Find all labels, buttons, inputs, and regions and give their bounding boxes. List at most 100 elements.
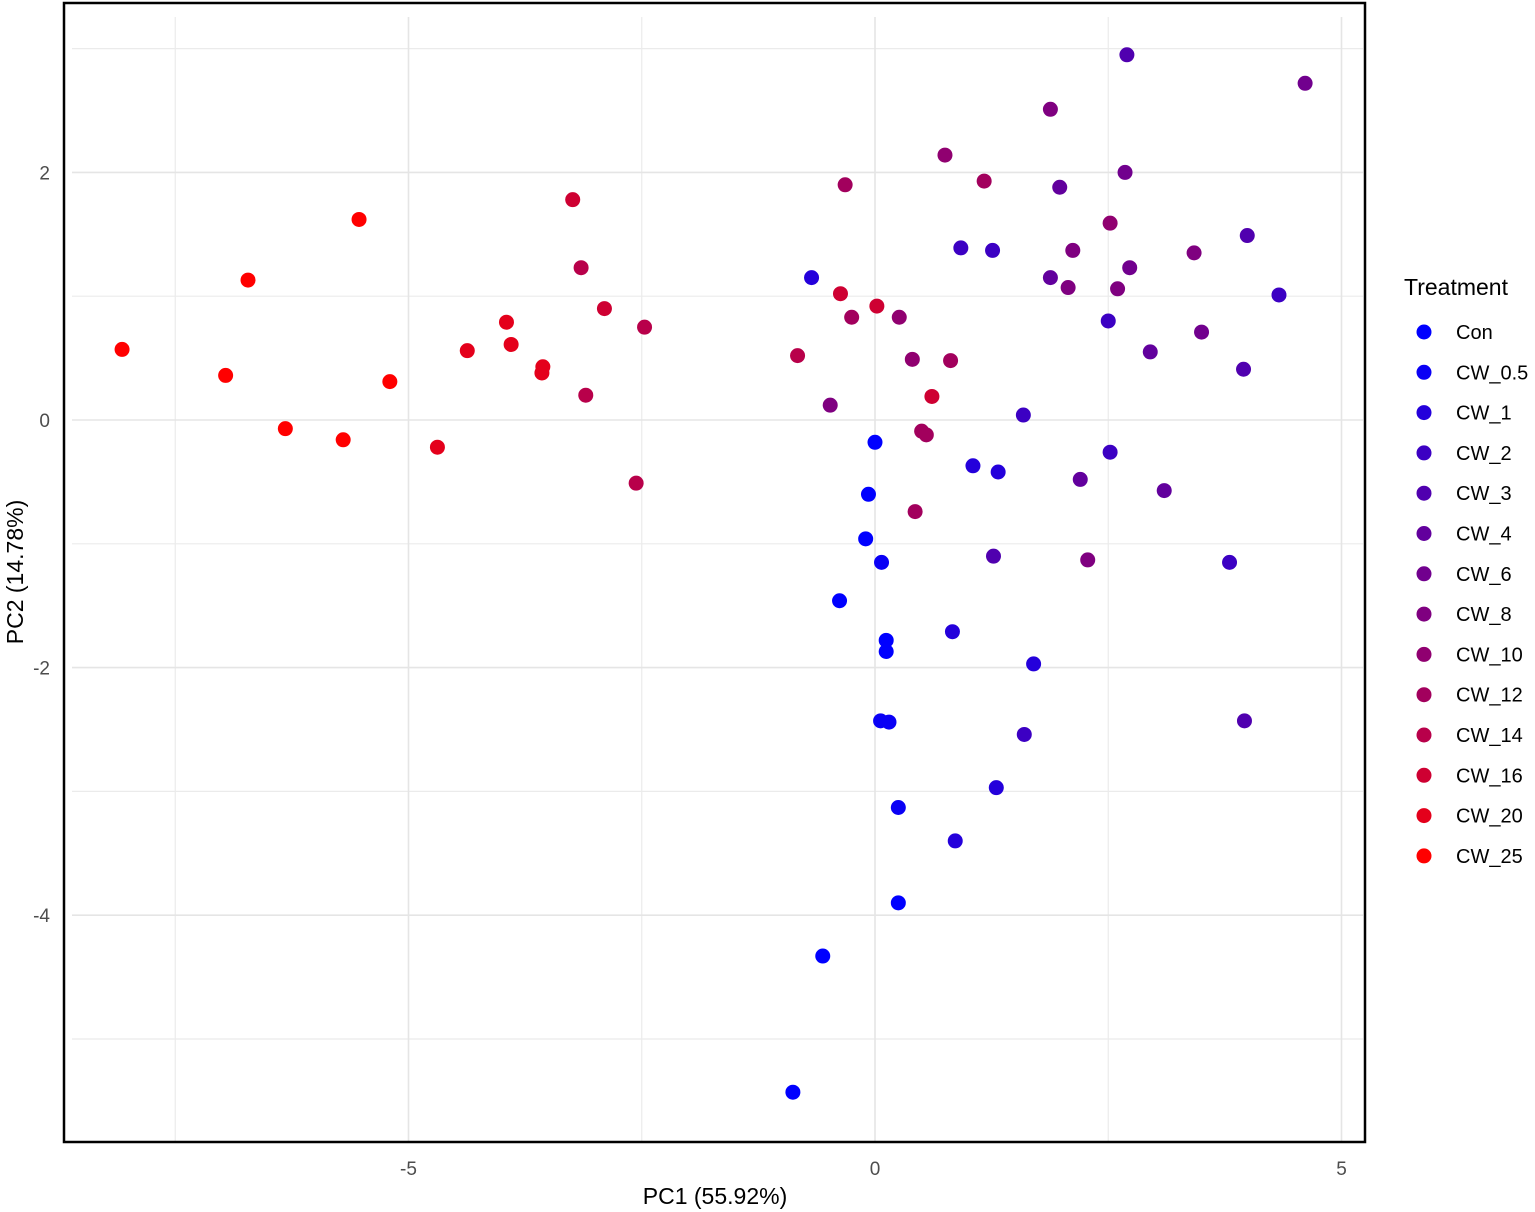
data-point <box>891 309 907 325</box>
data-point <box>947 833 963 849</box>
data-point <box>965 458 981 474</box>
legend-entry: CW_16 <box>1416 765 1523 787</box>
series-cw-20 <box>429 314 551 455</box>
legend-entry: CW_1 <box>1416 403 1512 425</box>
legend-entry: CW_4 <box>1416 524 1512 546</box>
data-point <box>985 548 1001 564</box>
data-point <box>1072 471 1088 487</box>
data-point <box>1239 228 1255 244</box>
data-point <box>1236 361 1252 377</box>
data-point <box>1122 260 1138 276</box>
legend-label: CW_4 <box>1456 524 1512 546</box>
legend-entry: CW_8 <box>1416 604 1512 626</box>
data-point <box>976 173 992 189</box>
data-point <box>988 780 1004 796</box>
legend-label: Con <box>1456 322 1493 344</box>
data-point <box>498 314 514 330</box>
data-point <box>1194 324 1210 340</box>
data-point <box>858 531 874 547</box>
data-point <box>503 336 519 352</box>
data-point <box>1156 483 1172 499</box>
legend-label: CW_20 <box>1456 806 1523 828</box>
data-point <box>1119 47 1135 63</box>
data-points <box>114 47 1313 1100</box>
data-point <box>874 554 890 570</box>
data-point <box>844 309 860 325</box>
data-point <box>907 504 923 520</box>
data-point <box>534 365 550 381</box>
data-point <box>335 432 351 448</box>
x-tick-label: 5 <box>1336 1159 1347 1180</box>
data-point <box>1102 215 1118 231</box>
x-tick-label: 0 <box>870 1159 881 1180</box>
legend-marker-icon <box>1416 727 1432 743</box>
data-point <box>918 427 934 443</box>
data-point <box>1060 280 1076 296</box>
legend-entry: Con <box>1416 322 1493 344</box>
series-cw-0-5 <box>873 554 906 815</box>
data-point <box>869 298 885 314</box>
data-point <box>890 895 906 911</box>
legend-label: CW_10 <box>1456 644 1523 666</box>
legend-entry: CW_3 <box>1416 483 1512 505</box>
data-point <box>628 475 644 491</box>
data-point <box>860 486 876 502</box>
minor-gridlines <box>72 17 1363 1142</box>
data-point <box>832 286 848 302</box>
legend-marker-icon <box>1416 405 1432 421</box>
data-point <box>1042 101 1058 117</box>
legend-entries: Con CW_0.5 CW_1 CW_2 CW_3 CW_4 CW_6 CW_8 CW_10 CW… <box>1416 322 1528 868</box>
legend-marker-icon <box>1416 364 1432 380</box>
data-point <box>937 147 953 163</box>
data-point <box>1117 164 1133 180</box>
data-point <box>990 464 1006 480</box>
x-axis-ticks: -5 0 5 <box>400 1159 1347 1180</box>
legend-marker-icon <box>1416 646 1432 662</box>
series-cw-16 <box>565 192 940 404</box>
data-point <box>944 624 960 640</box>
series-cw-25 <box>114 211 398 448</box>
data-point <box>943 353 959 369</box>
y-tick-label: -2 <box>33 659 50 680</box>
x-tick-label: -5 <box>400 1159 417 1180</box>
data-point <box>382 374 398 390</box>
data-point <box>822 397 838 413</box>
data-point <box>804 270 820 286</box>
series-cw-3 <box>985 47 1255 729</box>
data-point <box>1110 281 1126 297</box>
series-cw-10 <box>891 147 1118 367</box>
y-axis-ticks: -4 -2 0 2 <box>33 163 50 927</box>
data-point <box>867 434 883 450</box>
data-point <box>837 177 853 193</box>
legend-entry: CW_6 <box>1416 564 1512 586</box>
data-point <box>1142 344 1158 360</box>
legend-label: CW_8 <box>1456 604 1512 626</box>
legend-marker-icon <box>1416 848 1432 864</box>
x-axis-title: PC1 (55.92%) <box>643 1183 787 1209</box>
data-point <box>596 301 612 317</box>
data-point <box>351 211 367 227</box>
legend-label: CW_2 <box>1456 443 1512 465</box>
legend-entry: CW_0.5 <box>1416 362 1528 384</box>
data-point <box>1222 554 1238 570</box>
data-point <box>578 387 594 403</box>
data-point <box>878 644 894 660</box>
plot-border <box>62 1 1367 1144</box>
data-point <box>890 799 906 815</box>
legend-title: Treatment <box>1404 274 1509 300</box>
data-point <box>953 240 969 256</box>
data-point <box>459 343 475 359</box>
legend-marker-icon <box>1416 485 1432 501</box>
legend-label: CW_25 <box>1456 846 1523 868</box>
data-point <box>1186 245 1202 261</box>
data-point <box>1080 552 1096 568</box>
data-point <box>985 242 1001 258</box>
legend-entry: CW_14 <box>1416 725 1523 747</box>
data-point <box>790 348 806 364</box>
data-point <box>429 439 445 455</box>
data-point <box>637 319 653 335</box>
legend-entry: CW_20 <box>1416 806 1523 828</box>
legend-marker-icon <box>1416 526 1432 541</box>
data-point <box>1042 270 1058 286</box>
